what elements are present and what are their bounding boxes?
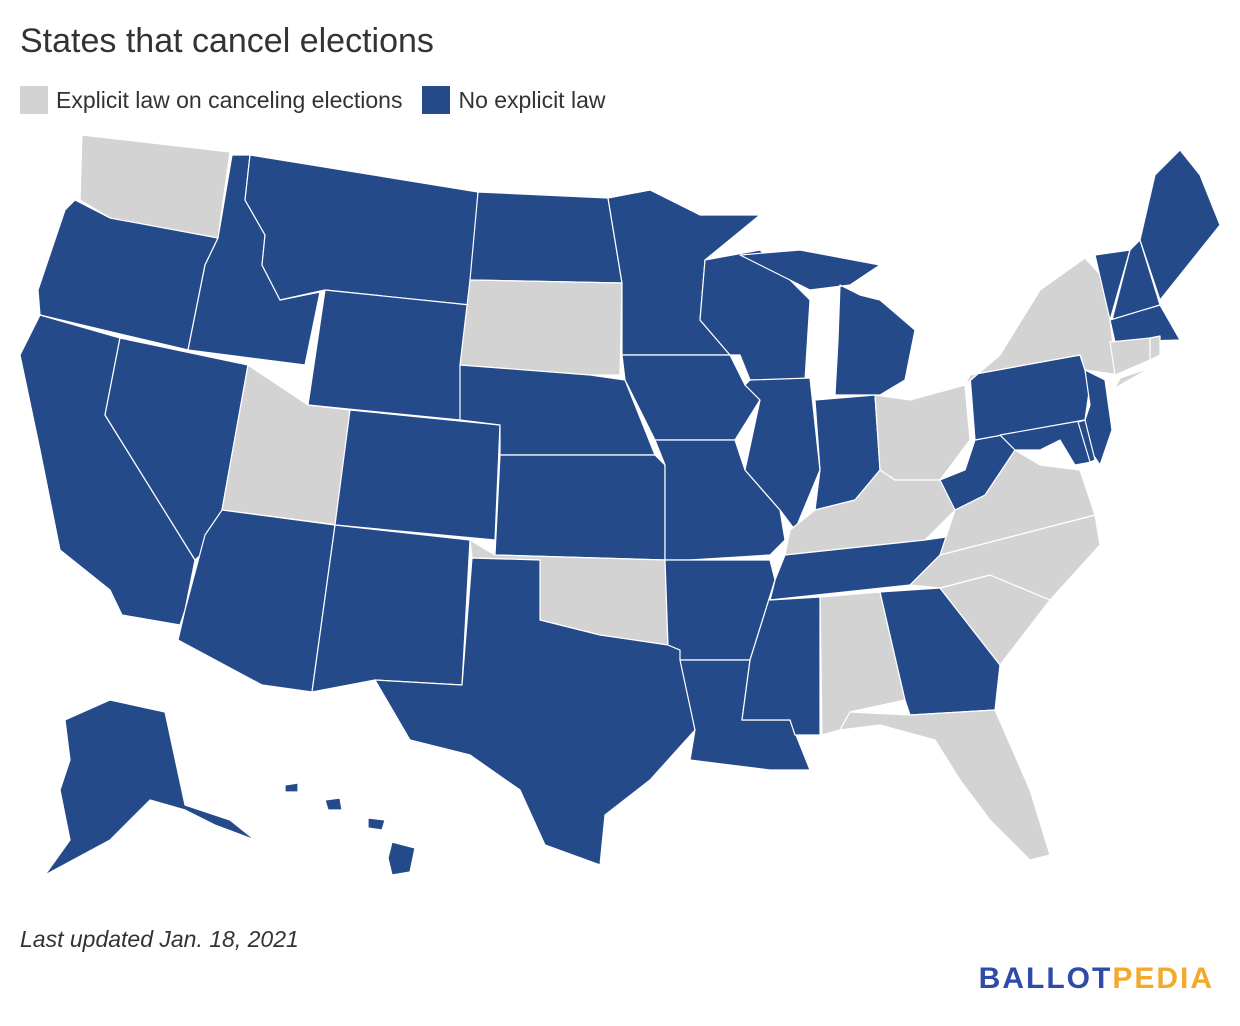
state-tx — [374, 557, 696, 866]
state-oh — [874, 384, 971, 481]
state-nm — [311, 524, 471, 693]
legend-item-no-law: No explicit law — [422, 86, 605, 114]
state-co — [334, 409, 501, 541]
ballotpedia-logo: BALLOTPEDIA — [979, 962, 1214, 996]
state-hi — [284, 782, 416, 876]
state-ms — [741, 579, 821, 736]
last-updated: Last updated Jan. 18, 2021 — [20, 926, 299, 952]
state-nd — [469, 191, 623, 284]
legend-item-explicit: Explicit law on canceling elections — [20, 86, 402, 114]
legend-swatch-gray — [20, 86, 48, 114]
map-title: States that cancel elections — [20, 22, 434, 60]
state-de — [1077, 419, 1096, 463]
legend-label: Explicit law on canceling elections — [56, 86, 403, 113]
state-ks — [494, 454, 666, 561]
logo-part2: PEDIA — [1112, 962, 1214, 995]
state-il — [744, 377, 821, 531]
legend: Explicit law on canceling elections No e… — [20, 86, 625, 114]
legend-swatch-blue — [422, 86, 451, 114]
state-mo — [654, 439, 786, 561]
state-mt — [244, 154, 479, 306]
state-vt — [1094, 249, 1131, 321]
state-me — [1139, 149, 1221, 301]
legend-label: No explicit law — [458, 86, 606, 113]
state-ri — [1149, 335, 1161, 361]
state-sd — [459, 279, 623, 376]
state-fl — [839, 709, 1051, 861]
state-wy — [307, 289, 471, 421]
logo-part1: BALLOT — [978, 962, 1113, 995]
state-ma — [1109, 304, 1181, 343]
state-mi — [739, 249, 916, 396]
state-ak — [44, 699, 256, 876]
state-ia — [621, 354, 761, 441]
